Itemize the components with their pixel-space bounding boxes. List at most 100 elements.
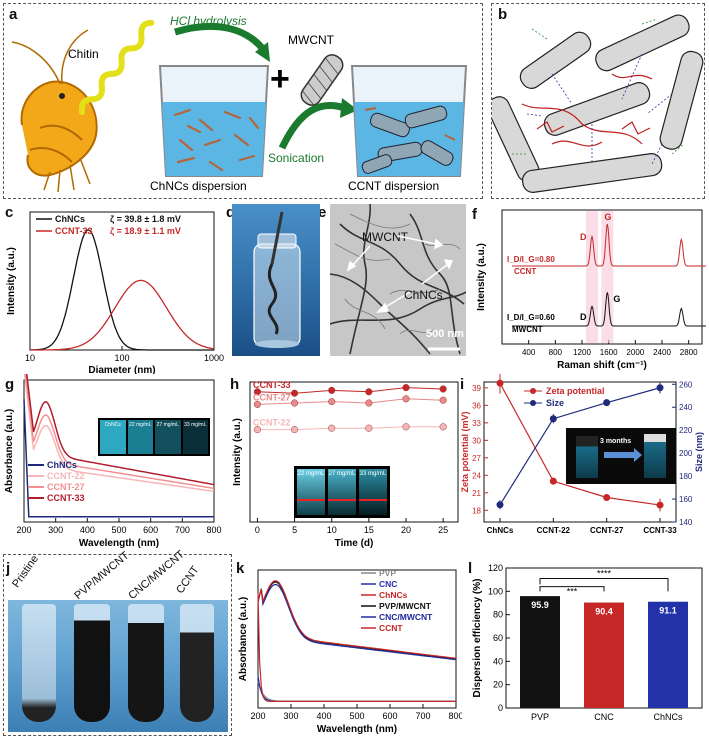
- y-tick-label: 27: [472, 454, 481, 463]
- y-tick-label: 120: [488, 563, 503, 573]
- legend-entry: CNC: [379, 579, 397, 589]
- x-tick-label: 400: [316, 711, 331, 721]
- y-tick-label: 36: [472, 401, 481, 410]
- y-tick-label: 21: [472, 489, 481, 498]
- panel-label-j: j: [6, 560, 11, 577]
- peak-label: G: [604, 212, 611, 222]
- data-point: [253, 388, 261, 396]
- data-point: [291, 399, 299, 407]
- legend-marker: [530, 400, 536, 406]
- x-tick-label: 10: [25, 353, 35, 363]
- series-line: [257, 387, 444, 394]
- x-tick-label: CCNT-27: [590, 526, 624, 535]
- panel-k-chart: 200 300 400 500 600 700 800 PVPCNCChNCsPVP/MWCN…: [238, 568, 462, 735]
- y-tick-label: 39: [472, 384, 481, 393]
- beaker-ccnt: [350, 65, 468, 177]
- y2-tick-label: 260: [679, 380, 693, 389]
- y-tick-label: 33: [472, 419, 481, 428]
- data-point: [439, 396, 447, 404]
- x-tick-label: 800: [448, 711, 462, 721]
- y2-tick-label: 140: [679, 518, 693, 527]
- legend-entry: PVP: [379, 568, 396, 578]
- y2-tick-label: 180: [679, 472, 693, 481]
- x-tick-label: CCNT-33: [643, 526, 677, 535]
- zeta-annotation: ζ = 18.9 ± 1.1 mV: [110, 226, 181, 236]
- significance-mark: ****: [597, 569, 612, 579]
- data-point: [439, 385, 447, 393]
- y2-tick-label: 240: [679, 403, 693, 412]
- x-tick-label: 600: [382, 711, 397, 721]
- data-point: [402, 384, 410, 392]
- x-tick-label: 400: [522, 348, 536, 357]
- x-tick-label: 300: [283, 711, 298, 721]
- y-axis-label: Absorbance (a.u.): [4, 409, 15, 493]
- bar-value-label: 91.1: [659, 606, 677, 616]
- zeta-point: [656, 501, 664, 509]
- x-tick-label: 0: [255, 525, 260, 535]
- mwcnt-label-a: MWCNT: [288, 33, 335, 47]
- spectrum-ccnt-27: [24, 374, 215, 490]
- zeta-point: [496, 379, 504, 387]
- tube-pristine: [22, 604, 56, 722]
- y-tick-label: 40: [493, 656, 503, 666]
- legend-entry: ChNCs: [47, 460, 77, 470]
- tem-fibers: [329, 203, 467, 355]
- inset-vial: 33 mg/mL: [182, 420, 208, 454]
- tube-pvp: [74, 604, 110, 722]
- y-tick-label: 60: [493, 633, 503, 643]
- y2-tick-label: 220: [679, 426, 693, 435]
- size-point: [656, 384, 664, 392]
- x-tick-label: 500: [111, 525, 126, 535]
- inset-vial-before: [576, 436, 598, 478]
- panel-label-h: h: [230, 376, 240, 393]
- y-tick-label: 100: [488, 586, 503, 596]
- panel-g-inset-photo: ChNCs 22 mg/mL 27 mg/mL 33 mg/mL: [98, 418, 210, 456]
- panel-label-f: f: [472, 206, 477, 223]
- data-point: [365, 424, 373, 432]
- significance-bracket: [539, 578, 669, 592]
- legend-entry: CCNT-33: [55, 226, 93, 236]
- x-tick-label: 1000: [204, 353, 224, 363]
- bar-pvp: [520, 596, 560, 708]
- spectrum-ccnt-22: [23, 374, 215, 493]
- id-ig-ratio: I_D/I_G=0.80: [507, 255, 555, 264]
- inset-vial-label: 27 mg/mL: [328, 471, 356, 477]
- significance-mark: ***: [567, 587, 578, 597]
- inset-vial: 33 mg/mL: [359, 469, 387, 515]
- x-tick-label: 2800: [680, 348, 698, 357]
- x-tick-label: 1200: [573, 348, 591, 357]
- legend-entry: ChNCs: [55, 214, 85, 224]
- tem-chncs-label: ChNCs: [404, 288, 443, 302]
- peak-label: D: [580, 312, 587, 322]
- x-tick-label: 2000: [626, 348, 644, 357]
- series-line-chncs: [29, 229, 214, 351]
- x-tick-label: 700: [415, 711, 430, 721]
- panel-c-chart: 10 100 1000 ChNCs CCNT-33 ζ = 39.8 ± 1.8 mV ζ …: [6, 211, 224, 374]
- spectrum-line: [257, 583, 457, 661]
- spectrum-mwcnt: [512, 292, 706, 327]
- data-point: [291, 389, 299, 397]
- data-point: [328, 424, 336, 432]
- zeta-line: [499, 382, 661, 506]
- data-point: [253, 400, 261, 408]
- panel-label-c: c: [5, 204, 14, 221]
- y2-tick-label: 200: [679, 449, 693, 458]
- x-tick-label: 1600: [600, 348, 618, 357]
- legend-entry: CCNT-33: [47, 493, 85, 503]
- band-highlight: [601, 211, 614, 343]
- x-axis-label: Diameter (nm): [88, 365, 155, 374]
- ccnt-dispersion-label: CCNT dispersion: [348, 179, 439, 193]
- panel-j-box: [3, 554, 232, 736]
- size-point: [603, 399, 611, 407]
- data-point: [328, 398, 336, 406]
- panel-b-schematic: [492, 14, 704, 193]
- panel-i-chart: ChNCs CCNT-22 CCNT-27 CCNT-33 18 21 24 27 30 33 36…: [460, 374, 704, 535]
- y-axis-label: Intensity (a.u.): [476, 243, 487, 311]
- shrimp-illustration: [11, 29, 98, 193]
- x-tick-label: 400: [80, 525, 95, 535]
- spectrum-line: [257, 680, 456, 702]
- beaker-chncs: [158, 65, 270, 177]
- x-tick-label: 700: [175, 525, 190, 535]
- y-tick-label: 18: [472, 506, 481, 515]
- id-ig-ratio: I_D/I_G=0.60: [507, 313, 555, 322]
